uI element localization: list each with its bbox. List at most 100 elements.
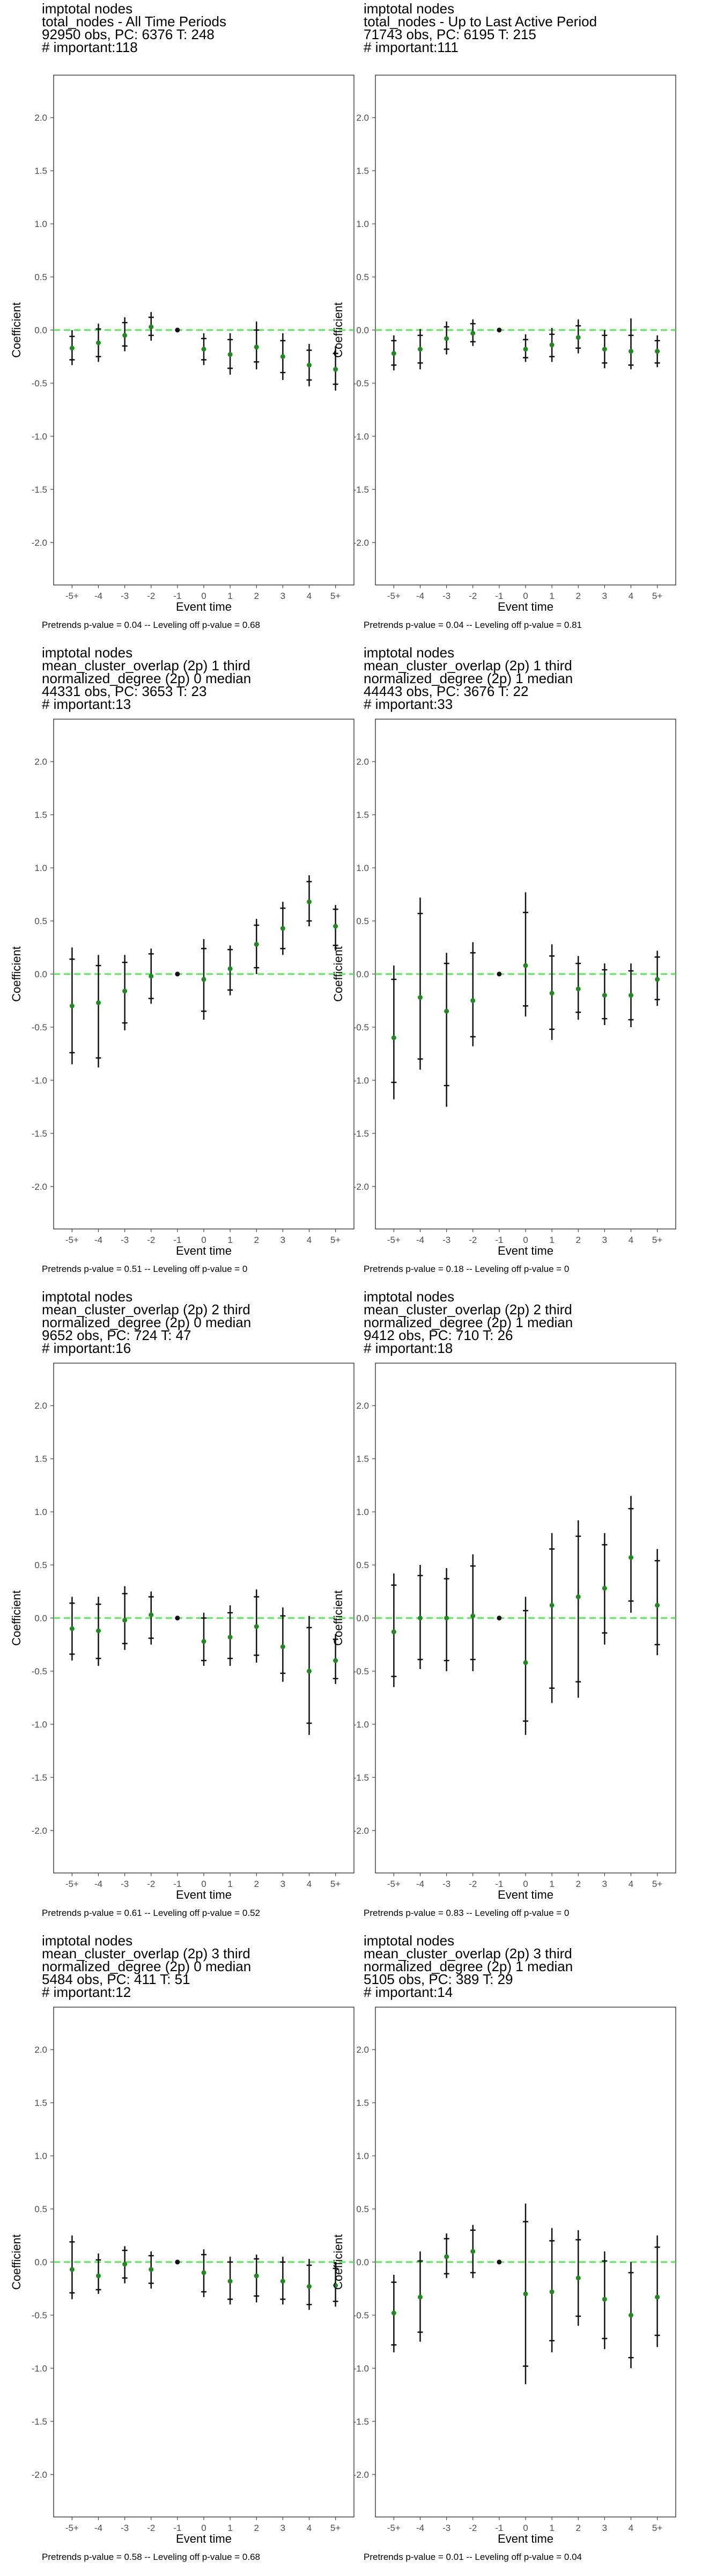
x-tick-label: 3: [280, 591, 285, 601]
y-tick-label: -1.0: [32, 1075, 47, 1086]
chart-title-line: imptotal nodes: [42, 1, 132, 17]
x-tick-label: -2: [147, 2523, 155, 2533]
estimate-point: [201, 977, 206, 982]
estimate-point: [497, 2259, 502, 2265]
estimate-point: [280, 926, 285, 931]
x-tick-label: -1: [495, 591, 503, 601]
y-tick-label: -1.0: [32, 1719, 47, 1730]
x-tick-label: -1: [173, 1235, 181, 1245]
y-tick-label: -2.0: [32, 2470, 47, 2480]
y-tick-label: -1.5: [32, 2417, 47, 2427]
x-tick-label: -1: [495, 2523, 503, 2533]
chart-title-line: imptotal nodes: [42, 1289, 132, 1305]
estimate-point: [655, 1602, 660, 1608]
chart-title-line: normalized_degree (2p) 0 median: [42, 1314, 251, 1330]
estimate-point: [122, 2262, 128, 2267]
chart-title-line: # important:118: [42, 39, 138, 55]
x-tick-label: -4: [94, 591, 102, 601]
estimate-point: [122, 989, 128, 994]
x-tick-label: 4: [307, 2523, 312, 2533]
estimate-point: [655, 349, 660, 354]
y-tick-label: -2.0: [32, 538, 47, 548]
y-tick-label: 2.0: [356, 113, 369, 123]
y-tick-label: 1.0: [34, 2151, 47, 2161]
chart-title-line: mean_cluster_overlap (2p) 3 third: [364, 1945, 572, 1962]
x-tick-label: -1: [173, 1879, 181, 1889]
chart-title-line: normalized_degree (2p) 0 median: [42, 670, 251, 686]
chart-title-line: imptotal nodes: [364, 1289, 454, 1305]
x-tick-label: -4: [416, 1879, 424, 1889]
y-tick-label: -2.0: [353, 538, 369, 548]
x-tick-label: -5+: [65, 1235, 79, 1245]
y-tick-label: 0.5: [34, 272, 47, 282]
y-tick-label: -1.0: [353, 1075, 369, 1086]
y-tick-label: 1.0: [356, 219, 369, 229]
estimate-point: [333, 1658, 338, 1663]
y-tick-label: -1.5: [32, 485, 47, 495]
x-axis-label: Event time: [498, 2532, 553, 2545]
estimate-point: [628, 2312, 633, 2318]
y-tick-label: -2.0: [353, 2470, 369, 2480]
chart-title-line: # important:111: [364, 39, 459, 55]
estimate-point: [575, 986, 581, 992]
y-tick-label: -0.5: [353, 378, 369, 389]
x-tick-label: 2: [254, 1235, 259, 1245]
x-tick-label: 3: [602, 591, 607, 601]
x-tick-label: 1: [549, 1235, 554, 1245]
estimate-point: [227, 966, 233, 971]
y-tick-label: 0.5: [356, 2204, 369, 2214]
y-tick-label: 0.5: [34, 2204, 47, 2214]
estimate-point: [149, 974, 154, 979]
x-tick-label: 4: [307, 591, 312, 601]
chart-title-line: # important:13: [42, 696, 131, 712]
footnote: Pretrends p-value = 0.83 -- Leveling off…: [364, 1908, 569, 1918]
y-tick-label: 0.5: [356, 1560, 369, 1570]
y-tick-label: 1.5: [356, 1454, 369, 1464]
estimate-point: [96, 1628, 101, 1634]
estimate-point: [497, 971, 502, 977]
x-tick-label: -3: [442, 591, 450, 601]
x-axis-label: Event time: [498, 600, 553, 613]
chart-title-line: 44331 obs, PC: 3653 T: 23: [42, 683, 206, 699]
x-tick-label: 3: [602, 1235, 607, 1245]
x-tick-label: 2: [576, 2523, 581, 2533]
y-tick-label: -0.5: [32, 1022, 47, 1033]
y-axis-label: Coefficient: [331, 302, 345, 358]
x-tick-label: 3: [602, 1879, 607, 1889]
estimate-point: [175, 2259, 180, 2265]
footnote: Pretrends p-value = 0.04 -- Leveling off…: [364, 620, 582, 630]
x-tick-label: -4: [94, 2523, 102, 2533]
chart-title-line: mean_cluster_overlap (2p) 3 third: [42, 1945, 250, 1962]
y-tick-label: -1.5: [353, 485, 369, 495]
estimate-point: [523, 963, 528, 968]
y-tick-label: -1.5: [353, 1129, 369, 1139]
chart-title-line: imptotal nodes: [364, 1933, 454, 1949]
chart-title-line: mean_cluster_overlap (2p) 2 third: [42, 1301, 250, 1318]
y-tick-label: -1.0: [32, 2363, 47, 2374]
estimate-point: [418, 2294, 423, 2300]
y-tick-label: 1.0: [34, 1507, 47, 1517]
y-axis-label: Coefficient: [10, 946, 23, 1002]
estimate-point: [497, 327, 502, 333]
x-tick-label: 2: [254, 1879, 259, 1889]
y-axis-label: Coefficient: [331, 1590, 345, 1646]
estimate-point: [69, 1626, 75, 1631]
x-tick-label: 1: [549, 1879, 554, 1889]
x-tick-label: -4: [416, 1235, 424, 1245]
x-tick-label: 4: [629, 1879, 633, 1889]
y-tick-label: 0.0: [356, 1613, 369, 1623]
x-tick-label: 1: [227, 1235, 232, 1245]
x-tick-label: 3: [280, 1235, 285, 1245]
y-tick-label: 1.0: [34, 219, 47, 229]
estimate-point: [254, 1624, 259, 1629]
footnote: Pretrends p-value = 0.04 -- Leveling off…: [42, 620, 260, 630]
chart-title-line: # important:16: [42, 1340, 131, 1356]
y-tick-label: 2.0: [34, 2045, 47, 2055]
y-tick-label: -0.5: [353, 1666, 369, 1677]
estimate-point: [149, 324, 154, 330]
